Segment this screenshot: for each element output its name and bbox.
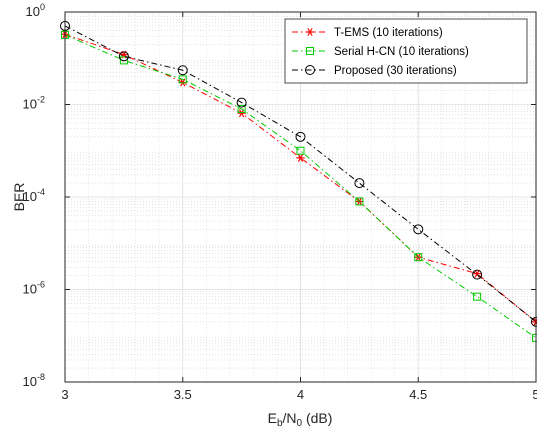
data-point (413, 224, 424, 235)
y-tick-label: 10-8 (23, 372, 45, 389)
data-point (296, 146, 305, 155)
y-axis-label: BER (11, 183, 27, 212)
x-tick-label: 4 (297, 387, 304, 402)
data-point (236, 97, 247, 108)
y-tick-label: 10-4 (23, 187, 45, 204)
legend-marker (306, 47, 314, 55)
y-tick-label: 10-6 (23, 280, 45, 297)
x-tick-label: 4.5 (409, 387, 427, 402)
legend-label: Proposed (30 iterations) (334, 65, 457, 77)
series-line (64, 34, 537, 339)
data-point (237, 104, 246, 113)
marker-stroke (239, 109, 245, 118)
data-point (473, 292, 482, 301)
data-point (178, 75, 187, 84)
x-tick-label: 3.5 (174, 387, 192, 402)
x-axis-label: Eb/N0 (dB) (268, 410, 333, 429)
data-point (414, 253, 423, 262)
series-3 (60, 20, 537, 327)
data-point (472, 269, 483, 280)
series-line (64, 25, 537, 323)
legend: T-EMS (10 iterations) Serial H-CN (10 ite… (284, 18, 528, 84)
legend-label: T-EMS (10 iterations) (334, 27, 443, 39)
marker-stroke (307, 28, 313, 36)
data-point (237, 109, 246, 118)
data-point (177, 65, 188, 76)
tick-marks (64, 11, 537, 383)
marker-stroke (474, 269, 480, 278)
data-point (119, 56, 128, 65)
marker-stroke (297, 153, 304, 162)
data-point (296, 153, 305, 162)
y-tick-label: 100 (26, 2, 45, 19)
series-line (64, 33, 537, 323)
legend-marker (305, 65, 315, 75)
x-tick-label: 3 (61, 387, 68, 402)
x-tick-label: 5 (532, 387, 537, 402)
legend-item-2: Serial H-CN (10 iterations) (292, 46, 469, 58)
legend-item-1: T-EMS (10 iterations) (292, 27, 443, 39)
legend-box (284, 18, 528, 84)
legend-label: Serial H-CN (10 iterations) (334, 46, 469, 58)
tick-labels: 3 3.5 4 4.5 5 100 10-2 10-4 10-6 10-8 (23, 2, 537, 402)
data-point (354, 178, 365, 189)
legend-marker (305, 28, 315, 36)
data-point (355, 197, 364, 206)
y-tick-label: 10-2 (23, 95, 45, 112)
minor-grid (64, 12, 537, 382)
legend-item-3: Proposed (30 iterations) (292, 65, 457, 77)
data-point (295, 131, 306, 142)
data-point (118, 51, 129, 62)
